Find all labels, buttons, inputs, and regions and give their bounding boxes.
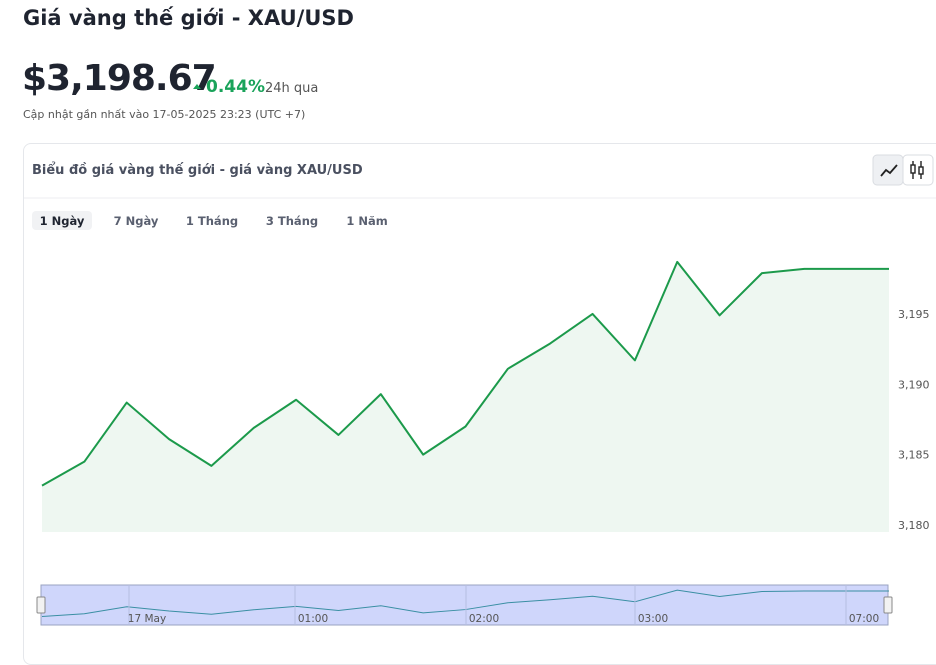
- navigator-label: 07:00: [849, 613, 879, 625]
- card-title: Biểu đồ giá vàng thế giới - giá vàng XAU…: [32, 162, 363, 178]
- tab[interactable]: 1 Tháng: [186, 214, 238, 228]
- navigator-label: 17 May: [128, 613, 166, 625]
- price: $3,198.67: [22, 58, 217, 99]
- area: [42, 261, 889, 532]
- line-icon: [880, 164, 898, 177]
- y-tick-label: 3,180: [898, 519, 930, 532]
- chart: Biểu đồ giá vàng thế giới - giá vàng XAU…: [24, 154, 936, 626]
- candle-body: [910, 164, 916, 174]
- updated-time: Cập nhật gần nhất vào 17-05-2025 23:23 (…: [23, 108, 306, 121]
- navigator-handle[interactable]: [883, 596, 893, 614]
- navigator: [40, 584, 889, 626]
- tab[interactable]: 3 Tháng: [266, 214, 318, 228]
- change-period: 24h qua: [265, 81, 319, 96]
- candle-body: [918, 166, 924, 175]
- line-chart-button[interactable]: [872, 154, 904, 186]
- navigator-label: 03:00: [638, 613, 668, 625]
- y-tick-label: 3,190: [898, 378, 930, 391]
- y-tick-label: 3,195: [898, 308, 930, 321]
- navigator-label: 01:00: [298, 613, 328, 625]
- tab[interactable]: 1 Năm: [346, 214, 387, 228]
- navigator-label: 02:00: [469, 613, 499, 625]
- tab[interactable]: 1 Ngày: [40, 214, 85, 228]
- tab[interactable]: 7 Ngày: [114, 214, 159, 228]
- tab-active-bg: [32, 211, 92, 230]
- navigator-handle[interactable]: [36, 596, 46, 614]
- page-title: Giá vàng thế giới - XAU/USD: [23, 6, 354, 30]
- line: [41, 260, 889, 487]
- page: Giá vàng thế giới - XAU/USD $3,198.67 0.…: [0, 0, 936, 637]
- price-change: 0.44%: [193, 77, 265, 97]
- candle-chart-button[interactable]: [902, 154, 934, 186]
- y-tick-label: 3,185: [898, 449, 930, 462]
